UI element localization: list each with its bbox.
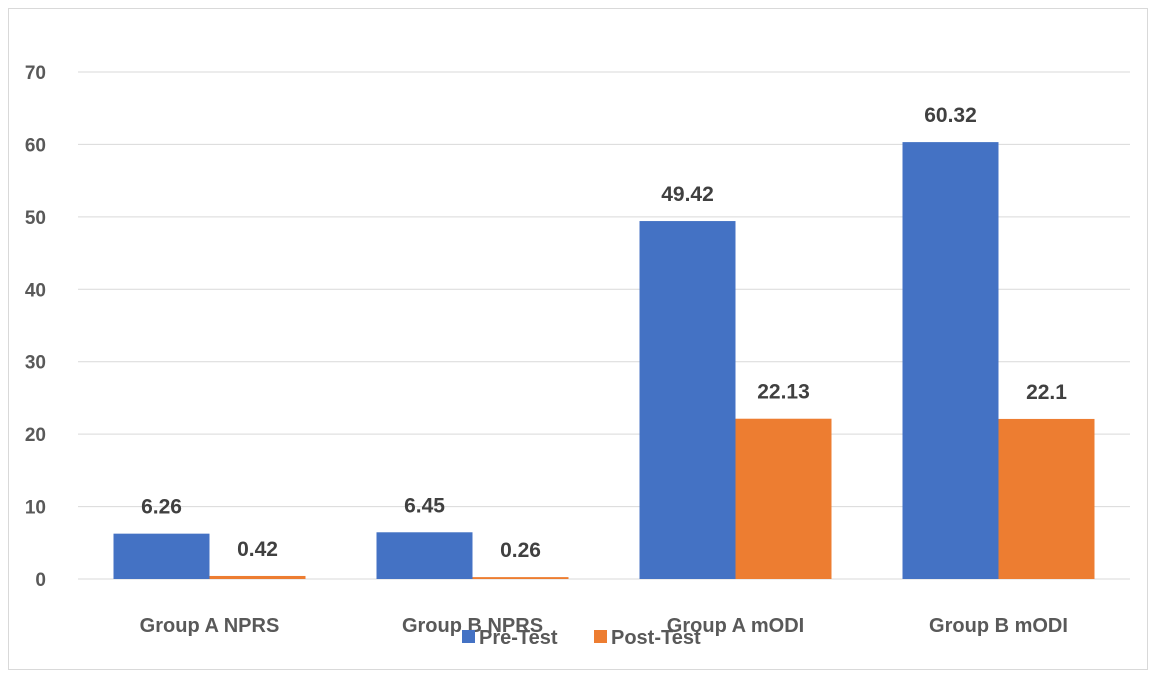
data-label: 22.13 (757, 381, 810, 404)
bar-post-test (998, 418, 1095, 579)
bar-post-test (209, 575, 306, 579)
y-tick-label: 50 (25, 208, 46, 229)
bar-pre-test (902, 142, 999, 580)
bar-pre-test (639, 221, 736, 580)
bar-post-test (735, 418, 832, 579)
data-label: 0.42 (237, 538, 278, 561)
data-label: 6.26 (141, 496, 182, 519)
y-tick-label: 40 (25, 280, 46, 301)
x-tick-label: Group A mODI (667, 615, 804, 637)
data-label: 6.45 (404, 494, 445, 517)
y-tick-label: 30 (25, 353, 46, 374)
y-tick-label: 70 (25, 63, 46, 84)
legend-swatch (594, 630, 607, 643)
y-tick-label: 60 (25, 135, 46, 156)
legend-label: Post-Test (611, 627, 701, 649)
x-tick-label: Group A NPRS (140, 615, 280, 637)
data-label: 60.32 (924, 104, 977, 127)
data-label: 22.1 (1026, 381, 1067, 404)
x-tick-label: Group B NPRS (402, 615, 543, 637)
x-tick-label: Group B mODI (929, 615, 1068, 637)
bar-pre-test (376, 532, 473, 579)
data-label: 0.26 (500, 539, 541, 562)
bar-post-test (472, 577, 569, 579)
y-tick-label: 10 (25, 498, 46, 519)
data-label: 49.42 (661, 183, 714, 206)
y-tick-label: 0 (35, 570, 46, 591)
y-tick-label: 20 (25, 425, 46, 446)
bar-pre-test (113, 533, 210, 579)
legend-label: Pre-Test (479, 627, 558, 649)
legend-swatch (462, 630, 475, 643)
